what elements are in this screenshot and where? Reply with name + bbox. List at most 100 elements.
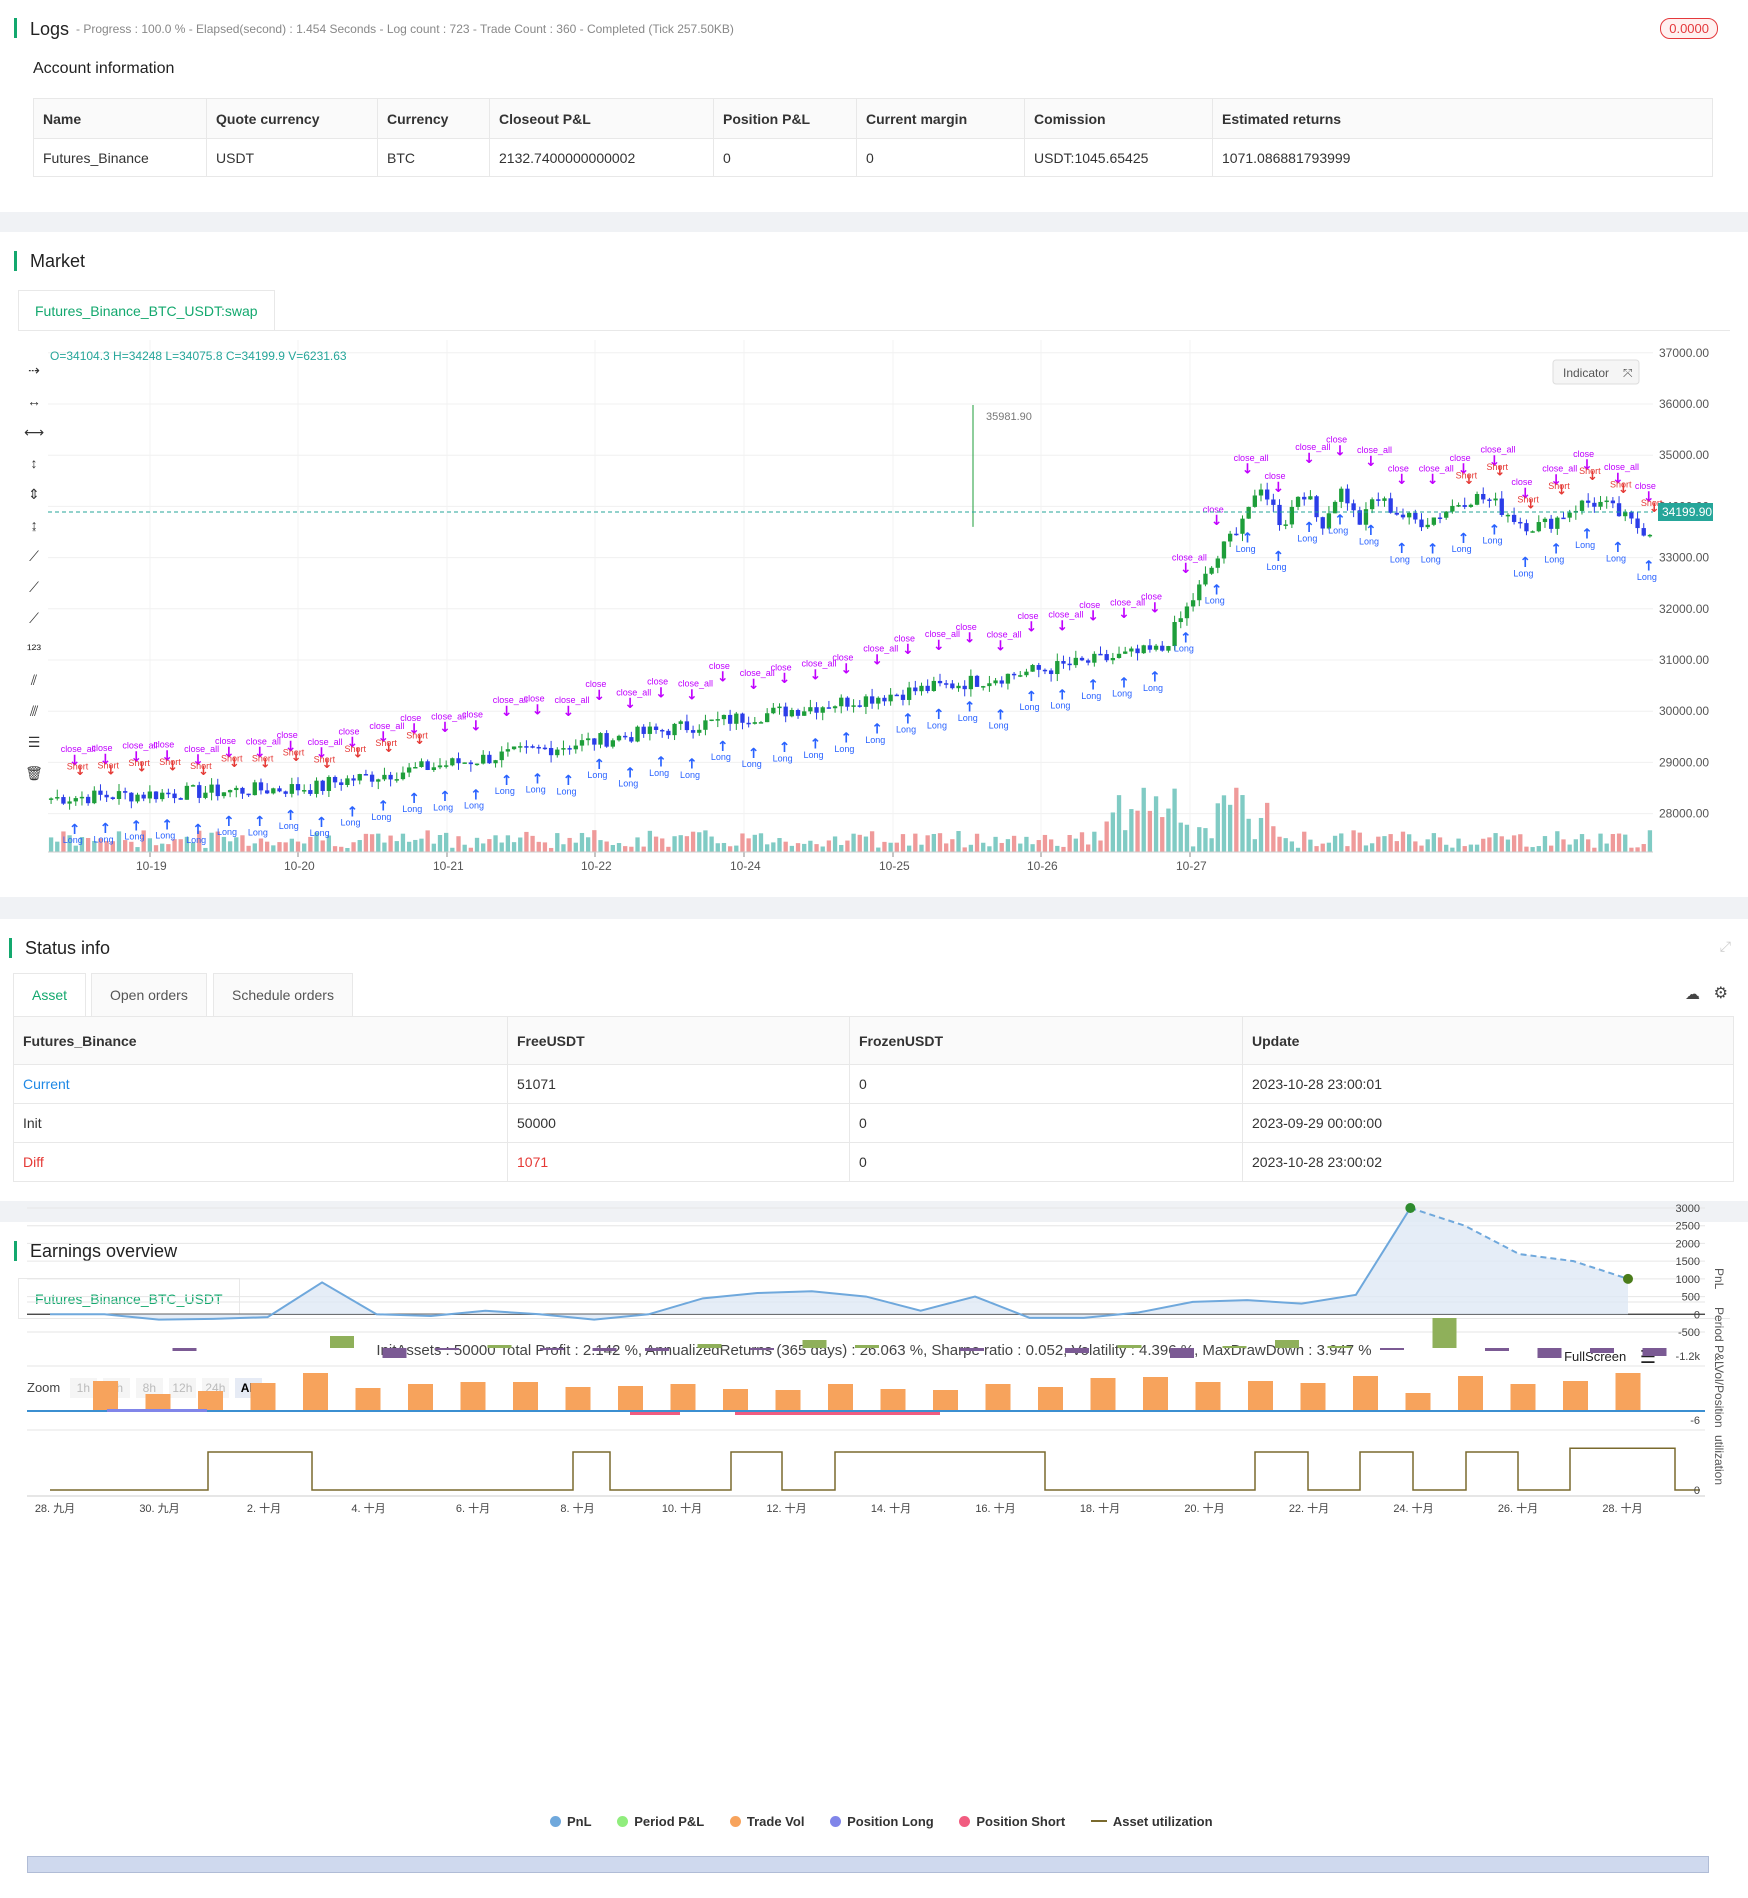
time-tick-label: 10-20: [284, 859, 315, 873]
legend-dot-icon: [959, 1816, 971, 1827]
long-label: Long: [1266, 562, 1286, 572]
tab-earnings-symbol[interactable]: Futures_Binance_BTC_USDT: [18, 1278, 240, 1319]
candle-body: [1610, 500, 1616, 504]
candle-body: [944, 683, 949, 685]
volume-bar: [672, 836, 677, 852]
long-arrow-icon: ↑: [100, 821, 112, 837]
volume-bar: [561, 844, 566, 852]
expand-icon[interactable]: ⤧: [1623, 366, 1633, 380]
zoom-12h-button[interactable]: 12h: [168, 1378, 196, 1398]
candle-body: [758, 722, 764, 724]
time-tick-label: 10-21: [433, 859, 464, 873]
volume-bar: [406, 841, 412, 852]
candle-body: [172, 793, 177, 799]
tab-open-orders[interactable]: Open orders: [91, 973, 207, 1017]
parallel-channel-icon[interactable]: ⫽: [30, 672, 38, 688]
candle-body: [511, 746, 517, 750]
short-arrow-icon: ↓: [106, 763, 117, 778]
indicator-button[interactable]: [1552, 359, 1640, 385]
period-pnl-bar: [645, 1348, 669, 1351]
legend-asset-utilization[interactable]: Asset utilization: [1090, 1814, 1213, 1829]
vertical-line-icon[interactable]: ↕: [30, 455, 38, 471]
logs-progress-meta: - Progress : 100.0 % - Elapsed(second) :…: [76, 22, 734, 36]
long-arrow-icon: ↑: [439, 789, 451, 805]
legend-position-long[interactable]: Position Long: [830, 1814, 934, 1829]
long-label: Long: [1359, 536, 1379, 546]
zoom-1h-button[interactable]: 1h: [69, 1378, 97, 1398]
candle-body: [610, 740, 615, 747]
zoom-8h-button[interactable]: 8h: [135, 1378, 163, 1398]
price-line-icon[interactable]: ¹²³: [27, 641, 41, 657]
candle-body: [1302, 496, 1307, 500]
axis-title: Vol/Position: [1712, 1365, 1726, 1428]
table-row: Diff 1071 0 2023-10-28 23:00:02: [13, 1142, 1734, 1182]
price-tick-label: 36000.00: [1659, 397, 1709, 411]
volume-bar: [48, 837, 54, 852]
close-arrow-icon: ↓: [779, 671, 791, 687]
candle-body: [1524, 523, 1529, 532]
candle-body: [1419, 519, 1424, 528]
candle-body: [1326, 513, 1332, 529]
period-pnl-bar: [172, 1348, 197, 1351]
gear-icon[interactable]: ⚙: [1713, 985, 1728, 1002]
candle-body: [1203, 573, 1208, 585]
volume-bar: [1598, 833, 1603, 852]
volume-bar: [1308, 839, 1313, 852]
fullscreen-icon[interactable]: ⤢: [1719, 938, 1731, 954]
vertical-ray-icon[interactable]: ↨: [30, 517, 38, 533]
candle-body: [752, 722, 757, 724]
volume-bar: [209, 832, 214, 852]
legend-position-short[interactable]: Position Short: [959, 1814, 1065, 1829]
period-pnl-bar: [802, 1340, 827, 1348]
axis-title: Period P&L: [1712, 1307, 1726, 1368]
cloud-download-icon[interactable]: ☁: [1685, 986, 1700, 1003]
close-label: close_all: [1295, 442, 1330, 452]
volume-bar: [956, 831, 961, 852]
legend-pnl[interactable]: PnL: [550, 1814, 592, 1829]
segment-icon[interactable]: ⟋: [29, 610, 39, 626]
trade-markers: ↑Long↓close_all↓Short↑Long↓close↓Short↑L…: [61, 435, 1663, 846]
ray-line-icon[interactable]: ⟋: [29, 579, 39, 595]
error-count-badge[interactable]: 0.0000: [1660, 18, 1718, 39]
trash-icon[interactable]: 🗑: [25, 765, 43, 781]
legend-period-pnl[interactable]: Period P&L: [617, 1814, 704, 1829]
x-tick-label: 28. 十月: [1602, 1501, 1642, 1515]
trade-vol-bar: [145, 1394, 171, 1411]
close-label: close_all: [1604, 462, 1639, 472]
volume-bar: [524, 831, 529, 852]
long-label: Long: [464, 801, 484, 811]
volume-bar: [1079, 832, 1085, 852]
candle-body: [1190, 600, 1196, 607]
vertical-segment-icon[interactable]: ⇕: [28, 486, 40, 502]
extended-line-icon[interactable]: ⟷: [24, 424, 45, 440]
fib-channel-icon[interactable]: ⫻: [29, 703, 39, 719]
legend-trade-vol[interactable]: Trade Vol: [729, 1814, 804, 1829]
candle-body: [1369, 499, 1375, 510]
volume-bars: [48, 787, 1653, 852]
tab-schedule-orders[interactable]: Schedule orders: [213, 973, 353, 1017]
horizontal-line-icon[interactable]: ↔: [27, 393, 41, 409]
close-arrow-icon: ↓: [902, 642, 914, 658]
pnl-line-projected: [1410, 1207, 1629, 1280]
volume-bar: [765, 844, 770, 852]
volume-bar: [1339, 833, 1344, 852]
close-arrow-icon: ↓: [1612, 471, 1624, 487]
period-pnl-bar: [1590, 1348, 1614, 1353]
volume-bar: [98, 838, 103, 852]
tab-market-symbol[interactable]: Futures_Binance_BTC_USDT:swap: [18, 290, 275, 331]
volume-bar: [141, 830, 146, 852]
cell: 1071: [507, 1142, 850, 1182]
volume-bar: [1271, 826, 1276, 852]
trend-line-icon[interactable]: ⟋: [29, 548, 39, 564]
volume-bar: [332, 846, 338, 852]
volume-bar: [1604, 843, 1609, 852]
earnings-panes[interactable]: 3000 2500 2000 1500 1000 500 0 -500 PnL -1.2k Peri…: [0, 1160, 1748, 1810]
range-navigator[interactable]: [27, 1856, 1709, 1873]
close-arrow-icon: ↓: [439, 720, 451, 736]
volume-bar: [1573, 839, 1578, 852]
fib-retracement-icon[interactable]: ☰: [27, 734, 41, 750]
candlestick-chart[interactable]: ↑Long↓close_all↓Short↑Long↓close↓Short↑L…: [48, 340, 1718, 900]
tab-asset[interactable]: Asset: [13, 973, 87, 1016]
horizontal-ray-icon[interactable]: ⇢: [28, 362, 40, 378]
long-arrow-icon: ↑: [1056, 687, 1068, 703]
